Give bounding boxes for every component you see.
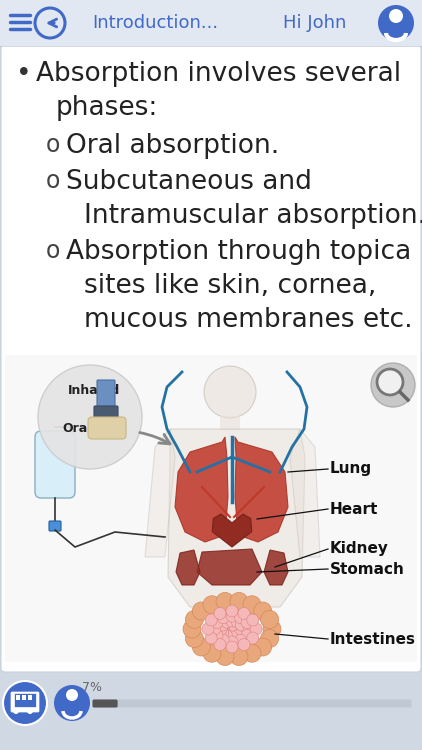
FancyBboxPatch shape bbox=[94, 406, 118, 422]
FancyBboxPatch shape bbox=[0, 673, 422, 750]
Circle shape bbox=[226, 626, 238, 638]
Text: sites like skin, cornea,: sites like skin, cornea, bbox=[84, 273, 376, 299]
Polygon shape bbox=[264, 550, 288, 585]
Circle shape bbox=[215, 623, 227, 635]
FancyBboxPatch shape bbox=[28, 695, 32, 700]
Text: Inhaled: Inhaled bbox=[68, 385, 120, 398]
Circle shape bbox=[226, 641, 238, 653]
Circle shape bbox=[247, 614, 259, 626]
FancyBboxPatch shape bbox=[11, 692, 39, 712]
Circle shape bbox=[228, 626, 240, 638]
Circle shape bbox=[185, 629, 203, 647]
Circle shape bbox=[221, 630, 233, 642]
Text: Kidney: Kidney bbox=[330, 542, 389, 556]
Circle shape bbox=[226, 631, 238, 643]
Polygon shape bbox=[212, 514, 252, 547]
Polygon shape bbox=[290, 429, 320, 557]
Circle shape bbox=[226, 620, 238, 632]
Circle shape bbox=[230, 623, 242, 635]
Circle shape bbox=[254, 638, 272, 656]
Text: Intramuscular absorption.: Intramuscular absorption. bbox=[84, 203, 422, 229]
FancyBboxPatch shape bbox=[97, 380, 115, 412]
Circle shape bbox=[205, 614, 217, 626]
Circle shape bbox=[371, 363, 415, 407]
Circle shape bbox=[226, 615, 238, 627]
Text: Hi John: Hi John bbox=[283, 14, 347, 32]
Circle shape bbox=[247, 632, 259, 644]
Circle shape bbox=[221, 616, 233, 628]
Circle shape bbox=[204, 366, 256, 418]
FancyBboxPatch shape bbox=[220, 416, 240, 430]
Circle shape bbox=[203, 596, 221, 613]
Circle shape bbox=[224, 626, 236, 638]
Circle shape bbox=[183, 620, 201, 638]
Circle shape bbox=[231, 616, 243, 628]
Circle shape bbox=[235, 634, 247, 646]
Text: Lung: Lung bbox=[330, 461, 372, 476]
Circle shape bbox=[237, 623, 249, 635]
Polygon shape bbox=[176, 550, 200, 585]
Circle shape bbox=[243, 596, 261, 613]
Circle shape bbox=[231, 630, 243, 642]
Circle shape bbox=[217, 627, 229, 639]
Polygon shape bbox=[197, 549, 262, 585]
Circle shape bbox=[27, 708, 33, 714]
Circle shape bbox=[241, 616, 253, 628]
Circle shape bbox=[203, 644, 221, 662]
FancyBboxPatch shape bbox=[92, 700, 118, 707]
Text: Subcutaneous and: Subcutaneous and bbox=[66, 169, 312, 195]
Circle shape bbox=[217, 612, 229, 624]
Circle shape bbox=[217, 619, 229, 631]
Circle shape bbox=[238, 638, 250, 650]
Text: Heart: Heart bbox=[330, 502, 379, 517]
Text: Oral: Oral bbox=[62, 422, 92, 436]
FancyBboxPatch shape bbox=[88, 417, 126, 439]
Text: o: o bbox=[46, 239, 60, 263]
FancyBboxPatch shape bbox=[35, 431, 75, 498]
Circle shape bbox=[230, 647, 248, 665]
Text: •: • bbox=[16, 61, 32, 87]
Polygon shape bbox=[235, 437, 288, 542]
Circle shape bbox=[211, 629, 223, 641]
Circle shape bbox=[217, 634, 229, 646]
Polygon shape bbox=[175, 437, 228, 542]
Circle shape bbox=[192, 602, 210, 620]
Circle shape bbox=[263, 620, 281, 638]
Circle shape bbox=[214, 638, 226, 650]
Circle shape bbox=[241, 629, 253, 641]
Circle shape bbox=[214, 608, 226, 619]
Circle shape bbox=[38, 365, 142, 469]
Circle shape bbox=[224, 620, 236, 632]
FancyBboxPatch shape bbox=[92, 700, 411, 707]
Text: Absorption involves several: Absorption involves several bbox=[36, 61, 401, 87]
Circle shape bbox=[230, 592, 248, 610]
Circle shape bbox=[230, 625, 241, 637]
Circle shape bbox=[222, 623, 234, 635]
Circle shape bbox=[378, 5, 414, 41]
FancyBboxPatch shape bbox=[1, 45, 421, 672]
FancyBboxPatch shape bbox=[5, 355, 417, 662]
FancyBboxPatch shape bbox=[49, 521, 61, 531]
Circle shape bbox=[254, 602, 272, 620]
Circle shape bbox=[226, 605, 238, 617]
Text: Intestines: Intestines bbox=[330, 632, 416, 646]
Circle shape bbox=[235, 612, 247, 624]
Text: Absorption through topica: Absorption through topica bbox=[66, 239, 411, 265]
Circle shape bbox=[228, 620, 240, 632]
Circle shape bbox=[216, 647, 234, 665]
Text: 7%: 7% bbox=[82, 681, 102, 694]
Circle shape bbox=[185, 610, 203, 628]
FancyBboxPatch shape bbox=[14, 693, 36, 707]
Circle shape bbox=[205, 632, 217, 644]
Circle shape bbox=[226, 610, 238, 622]
Circle shape bbox=[261, 610, 279, 628]
Text: Stomach: Stomach bbox=[330, 562, 405, 577]
Text: phases:: phases: bbox=[56, 95, 158, 121]
Circle shape bbox=[243, 644, 261, 662]
Text: o: o bbox=[46, 133, 60, 157]
FancyBboxPatch shape bbox=[22, 695, 26, 700]
Circle shape bbox=[235, 619, 247, 631]
Circle shape bbox=[222, 625, 235, 637]
Circle shape bbox=[54, 685, 90, 721]
